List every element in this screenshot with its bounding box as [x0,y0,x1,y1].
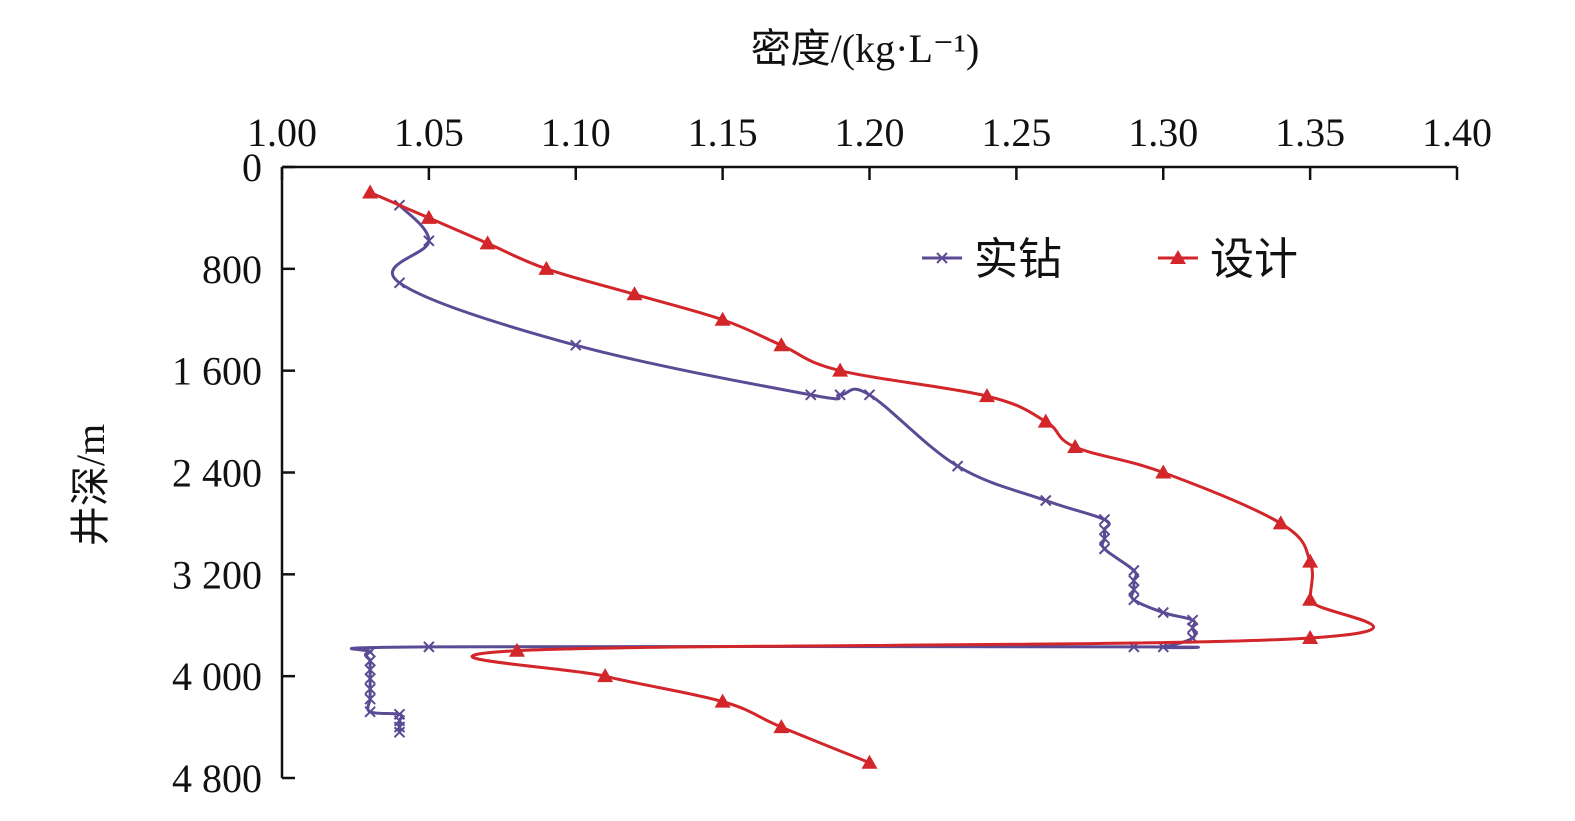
triangle-marker-icon [1170,250,1186,264]
data-point [626,286,643,301]
data-point [509,642,525,657]
data-point [1157,606,1169,619]
data-point [979,388,995,403]
y-tick-label: 4 800 [172,756,262,801]
series-design [362,184,1376,769]
legend-label: 设计 [1210,235,1298,284]
data-point [1128,583,1140,596]
legend-item: 实钻 [922,235,1062,284]
data-point [1302,629,1319,644]
data-point [1302,553,1319,568]
data-point [420,209,437,224]
data-point [1128,574,1140,587]
data-point [423,641,435,653]
data-point [1186,622,1199,634]
x-tick-label: 1.10 [541,110,611,155]
data-point [364,655,376,667]
y-tick-label: 1 600 [172,349,262,394]
data-point [714,693,731,708]
data-point [805,389,817,401]
data-point [538,260,555,275]
x-tick-label: 1.05 [394,110,464,155]
data-point [364,706,376,718]
data-point [773,719,790,734]
legend-label: 实钻 [974,235,1062,284]
series-line [349,204,1200,733]
y-tick-label: 0 [242,145,262,190]
data-point [570,339,582,351]
data-point [1098,513,1111,526]
axes: 1.00 1.05 1.10 1.15 1.20 1.25 1.30 1.35 1.40 0 800… [172,110,1492,801]
data-point [861,754,878,769]
x-marker-icon [936,252,948,264]
data-point [951,460,964,472]
x-tick-label: 1.20 [835,110,905,155]
x-tick-label: 1.00 [247,110,317,155]
data-point [1272,515,1289,530]
data-point [364,664,376,676]
data-point [1128,594,1140,606]
data-point [479,235,496,250]
x-axis-title: 密度/(kg·L⁻¹) [751,26,980,71]
data-point [364,673,376,685]
data-point [1037,413,1054,428]
data-point [423,235,435,247]
legend: 实钻 设计 [922,235,1298,284]
data-point [393,277,406,289]
series-group [349,184,1376,769]
data-point [393,726,406,738]
data-point [393,721,406,733]
data-point [1098,543,1111,555]
data-point [1040,494,1052,507]
data-point [1098,532,1111,545]
x-tick-label: 1.25 [981,110,1051,155]
x-tick-label: 1.35 [1275,110,1345,155]
y-tick-label: 3 200 [172,552,262,597]
data-point [834,389,846,401]
y-tick-label: 2 400 [172,451,262,496]
legend-item: 设计 [1158,235,1298,284]
data-point [597,668,614,683]
y-axis-title: 井深/m [68,424,113,546]
data-point [1155,464,1172,479]
data-point [1098,524,1111,536]
data-point [1128,564,1140,577]
x-tick-label: 1.15 [688,110,758,155]
x-tick-label: 1.40 [1422,110,1492,155]
data-point [362,184,379,199]
series-actual [349,199,1200,738]
data-point [863,389,876,401]
x-tick-label: 1.30 [1128,110,1198,155]
data-point [1302,591,1319,606]
data-point [714,311,731,326]
data-point [364,646,376,658]
data-point [364,683,376,695]
data-point [832,362,849,377]
data-point [364,693,376,705]
y-tick-label: 4 000 [172,654,262,699]
y-tick-label: 800 [202,247,262,292]
data-point [1067,439,1084,454]
data-point [773,337,790,352]
